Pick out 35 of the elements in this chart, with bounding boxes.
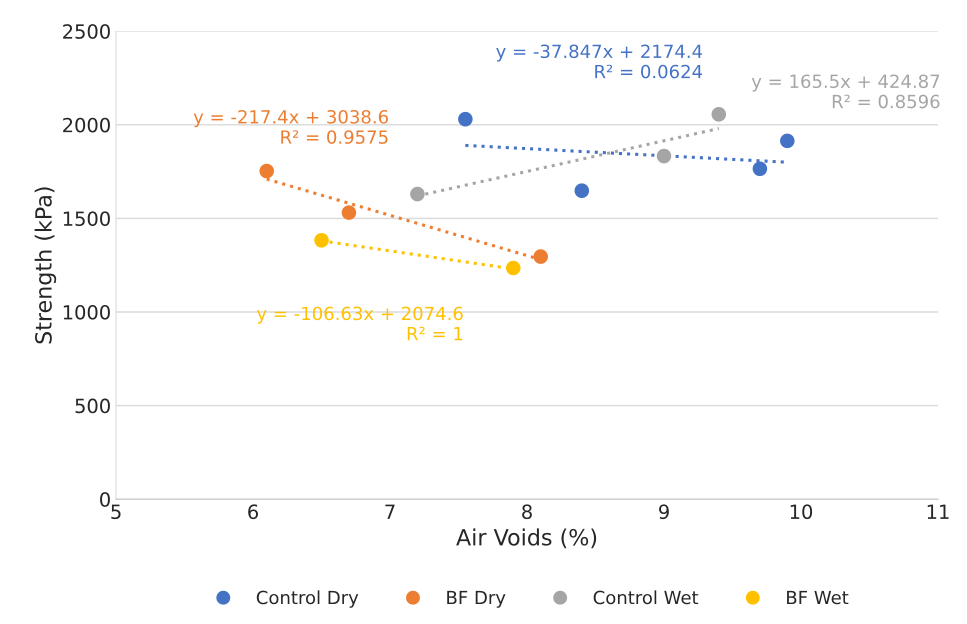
y-tick-label: 500 — [76, 398, 110, 414]
legend-label: Control Dry — [256, 590, 358, 608]
point — [752, 162, 768, 176]
point — [410, 186, 425, 202]
point — [656, 148, 672, 164]
annotation: y = -106.63x + 2074.6 R² = 1 — [256, 306, 463, 340]
point — [533, 249, 548, 264]
y-tick-label: 1000 — [64, 304, 110, 320]
x-tick-label: 9 — [659, 504, 669, 520]
legend-label: BF Wet — [787, 590, 848, 604]
annotation: y = -217.4x + 3038.6 R² = 0.9575 — [194, 110, 388, 144]
legend-label: Control Wet — [594, 590, 698, 604]
x-axis-title: Air Voids (%) — [456, 528, 596, 548]
point — [314, 233, 329, 248]
x-tick-label: 6 — [248, 504, 258, 520]
x-tick-label: 7 — [385, 504, 395, 519]
point — [342, 205, 356, 220]
point — [780, 134, 795, 148]
x-tick-label: 5 — [111, 504, 121, 520]
y-tick-label: 2000 — [63, 118, 110, 132]
annotation: y = 165.5x + 424.87 R² = 0.8596 — [752, 74, 940, 108]
legend-label: BF Dry — [447, 590, 506, 608]
y-tick-label: 2500 — [63, 24, 110, 39]
point — [574, 183, 590, 198]
point — [506, 260, 521, 276]
y-tick-label: 1500 — [64, 211, 110, 226]
x-tick-label: 11 — [928, 504, 949, 519]
y-axis-title: Strength (kPa) — [34, 187, 56, 344]
x-tick-label: 8 — [522, 504, 532, 520]
y-tick-label: 0 — [100, 492, 110, 507]
point — [712, 107, 726, 122]
point — [259, 164, 274, 178]
annotation: y = -37.847x + 2174.4 R² = 0.0624 — [496, 44, 702, 78]
x-tick-label: 10 — [790, 504, 812, 520]
point — [458, 112, 473, 126]
